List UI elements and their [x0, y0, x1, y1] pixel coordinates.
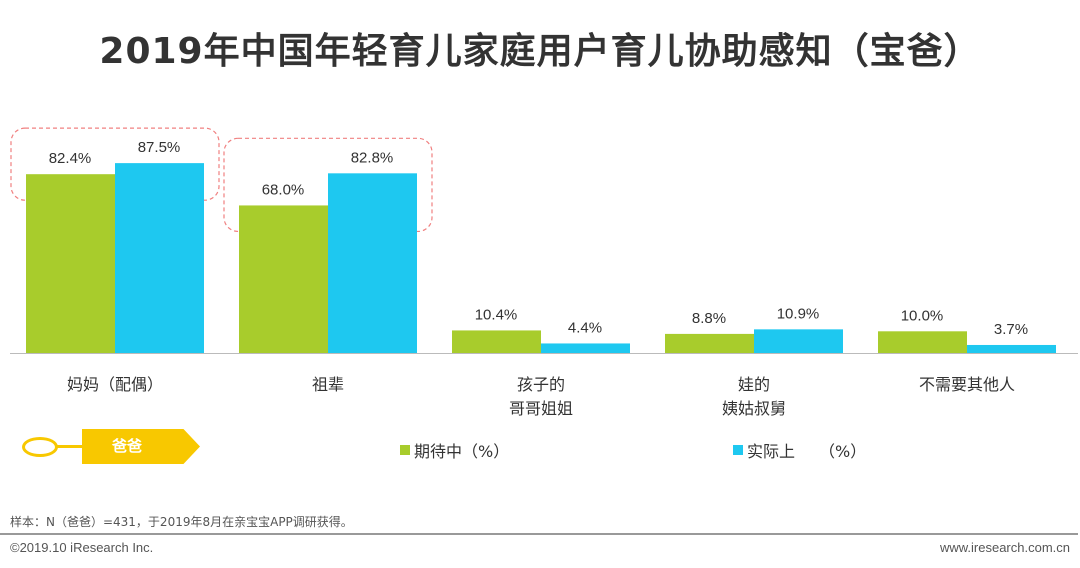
bar	[115, 163, 204, 353]
website-link: www.iresearch.com.cn	[939, 540, 1070, 555]
bar	[26, 174, 115, 353]
data-label: 87.5%	[138, 139, 181, 156]
bar	[541, 343, 630, 353]
bar-chart: 82.4% 87.5% 妈妈（配偶） 68.0% 82.8% 祖辈 10.4% 4.4% 孩子的…	[10, 127, 1078, 418]
ring-icon	[22, 437, 58, 457]
legend-label: 实际上 （%）	[747, 442, 867, 461]
data-label: 10.9%	[777, 305, 820, 322]
legend-item-actual: 实际上 （%）	[733, 438, 866, 462]
footer-divider	[0, 533, 1078, 535]
legend-swatch	[400, 445, 410, 455]
category-label: 姨姑叔舅	[722, 399, 786, 418]
data-label: 3.7%	[994, 321, 1028, 338]
data-label: 82.4%	[49, 150, 92, 167]
copyright: ©2019.10 iResearch Inc.	[10, 540, 154, 555]
data-label: 4.4%	[568, 319, 602, 336]
bar	[754, 329, 843, 353]
legend-swatch	[733, 445, 743, 455]
segment-tag: 爸爸	[82, 429, 200, 464]
page-title: 2019年中国年轻育儿家庭用户育儿协助感知（宝爸）	[99, 31, 981, 72]
bar	[878, 331, 967, 353]
bar	[665, 333, 754, 353]
data-label: 10.0%	[901, 307, 944, 324]
category-label: 哥哥姐姐	[509, 399, 573, 418]
bar	[239, 205, 328, 353]
category-label: 娃的	[738, 375, 770, 394]
sample-note: 样本：N（爸爸）=431，于2019年8月在亲宝宝APP调研获得。	[10, 515, 353, 529]
category-label: 不需要其他人	[919, 375, 1015, 394]
legend-label: 期待中（%）	[414, 442, 510, 461]
data-label: 8.8%	[692, 310, 726, 327]
category-label: 妈妈（配偶）	[67, 375, 163, 394]
category-label: 孩子的	[517, 375, 565, 394]
data-label: 68.0%	[262, 181, 305, 198]
category-label: 祖辈	[312, 375, 344, 394]
bar	[328, 173, 417, 353]
data-label: 82.8%	[351, 149, 394, 166]
data-label: 10.4%	[475, 306, 518, 323]
connector-line	[55, 445, 83, 448]
bar	[452, 330, 541, 353]
legend-item-expected: 期待中（%）	[400, 438, 509, 462]
bar	[967, 344, 1056, 353]
